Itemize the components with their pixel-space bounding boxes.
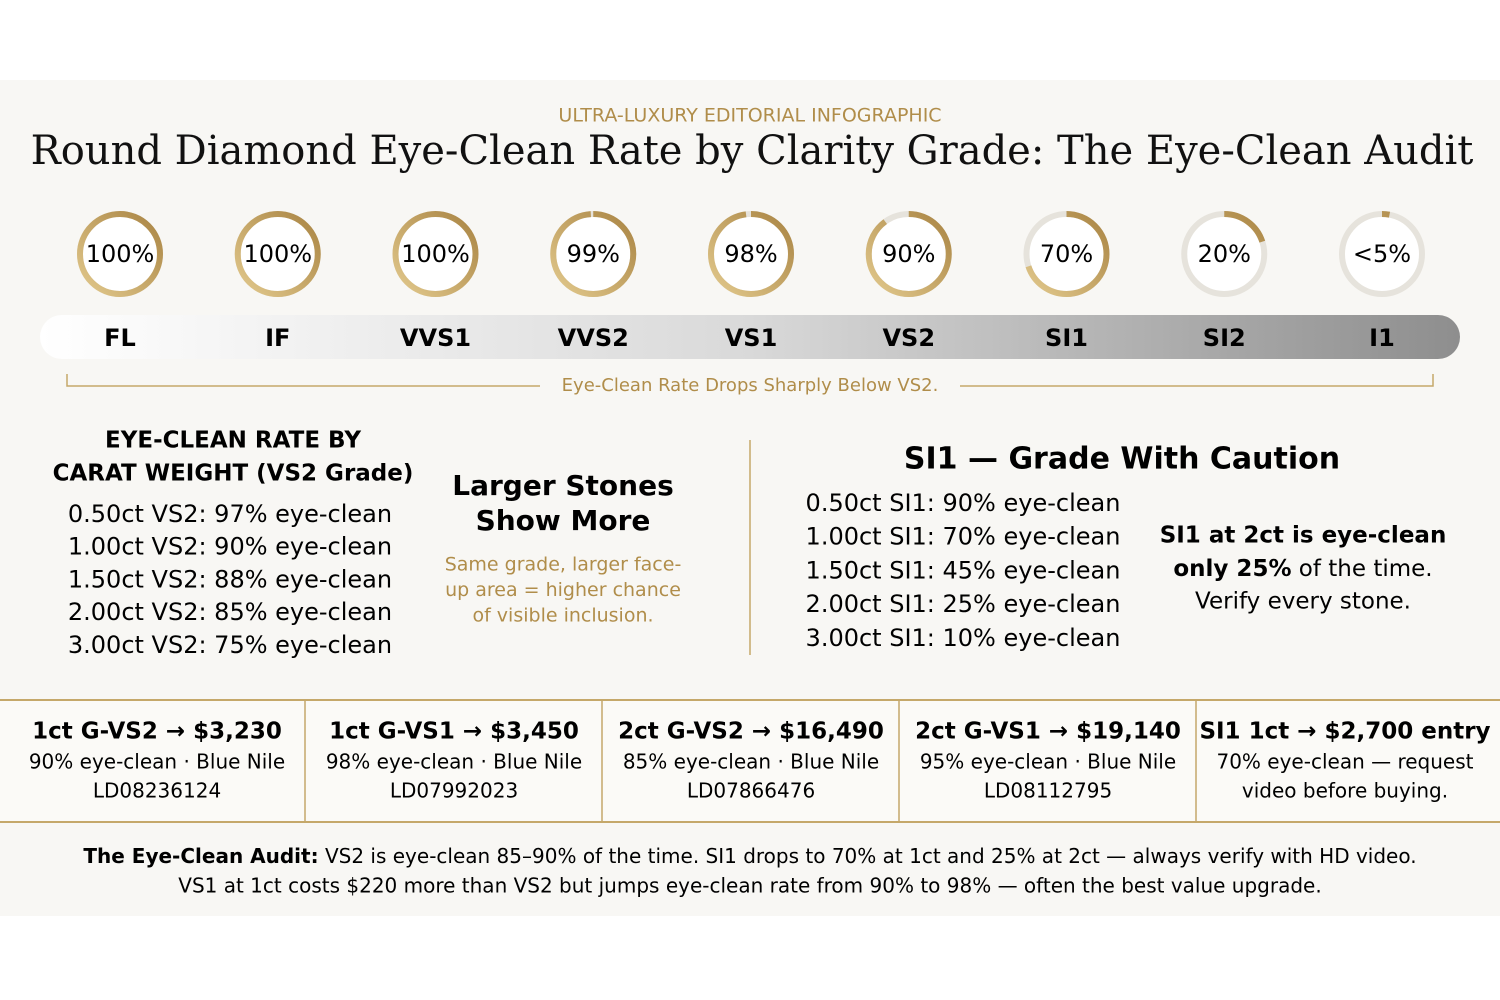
ring-arc [1023,211,1110,297]
card-line: video before buying. [1242,779,1448,803]
ring-label: 99% [567,240,620,268]
kicker: ULTRA-LUXURY EDITORIAL INFOGRAPHIC [558,105,941,127]
ring-label: 70% [1040,240,1093,268]
list-item: 1.50ct VS2: 88% eye-clean [68,565,392,593]
heading: SI1 — Grade With Caution [904,442,1340,477]
ring-arc [865,211,952,297]
callout: only 25% of the time. [1173,556,1432,582]
title: Round Diamond Eye-Clean Rate by Clarity … [31,128,1474,174]
callout-bold: only 25% [1173,556,1291,582]
list-item: 1.50ct SI1: 45% eye-clean [806,556,1121,584]
grade-label: VS2 [882,324,935,352]
bracket [66,374,1434,387]
card-line: LD07866476 [687,779,815,803]
note-line: up area = higher chance [445,579,681,601]
footer-text: VS2 is eye-clean 85–90% of the time. SI1… [319,844,1417,868]
callout-text: of the time. [1292,556,1433,582]
ring-label: 100% [86,240,155,268]
ring-label: 98% [724,240,777,268]
card-line: LD08236124 [93,779,221,803]
grade-label: VS1 [725,324,778,352]
card-line: 98% eye-clean · Blue Nile [326,750,582,774]
list-item: 2.00ct VS2: 85% eye-clean [68,598,392,626]
ring-label: 100% [401,240,470,268]
footer: VS1 at 1ct costs $220 more than VS2 but … [178,874,1321,898]
grade-label: SI2 [1203,324,1246,352]
bracket-caption: Eye-Clean Rate Drops Sharply Below VS2. [562,375,939,396]
rings: 100% FL 100% IF 100% VVS1 99% VVS2 98% VS1 90% VS2 7… [77,211,1425,352]
card-line: 85% eye-clean · Blue Nile [623,750,879,774]
card-line: 90% eye-clean · Blue Nile [29,750,285,774]
footer: The Eye-Clean Audit: VS2 is eye-clean 85… [83,844,1416,868]
card-title: 2ct G-VS1 → $19,140 [915,719,1181,745]
grade-label: FL [104,324,136,352]
ring-arc [392,211,479,297]
card-title: 1ct G-VS1 → $3,450 [329,719,579,745]
ring-arc [1181,211,1268,297]
grade-label: VVS2 [558,324,629,352]
list-item: 2.00ct SI1: 25% eye-clean [806,590,1121,618]
heading: Show More [476,504,651,537]
card-line: LD08112795 [984,779,1112,803]
cards: 1ct G-VS2 → $3,230 90% eye-clean · Blue N… [29,700,1491,822]
ring-label: <5% [1353,240,1411,268]
card-line: 70% eye-clean — request [1216,750,1473,774]
card-strip [0,700,1500,822]
heading: CARAT WEIGHT (VS2 Grade) [53,461,414,487]
list-item: 1.00ct SI1: 70% eye-clean [806,523,1121,551]
card-line: LD07992023 [390,779,518,803]
footer-bold: The Eye-Clean Audit: [83,844,318,868]
note-line: of visible inclusion. [472,605,653,627]
grade-label: SI1 [1045,324,1088,352]
card-title: 1ct G-VS2 → $3,230 [32,719,282,745]
list-item: 3.00ct SI1: 10% eye-clean [806,624,1121,652]
ring-label: 20% [1198,240,1251,268]
grade-label: I1 [1369,324,1395,352]
list-item: 1.00ct VS2: 90% eye-clean [68,533,392,561]
list: 0.50ct SI1: 90% eye-clean 1.00ct SI1: 70%… [806,489,1121,652]
ring-label: 90% [882,240,935,268]
grade-bar [40,315,1460,359]
ring-arc [708,211,794,297]
note: Same grade, larger face-up area = higher… [445,554,682,627]
card-line: 95% eye-clean · Blue Nile [920,750,1176,774]
grade-label: VVS1 [400,324,471,352]
list-item: 3.00ct VS2: 75% eye-clean [68,631,392,659]
ring-arc [550,211,637,297]
list-item: 0.50ct VS2: 97% eye-clean [68,500,392,528]
card-title: SI1 1ct → $2,700 entry [1199,719,1490,745]
list: 0.50ct VS2: 97% eye-clean 1.00ct VS2: 90%… [68,500,392,659]
grade-label: IF [265,324,290,352]
ring-arc [234,211,321,297]
ring-arc [77,211,163,297]
heading: EYE-CLEAN RATE BY [105,428,361,454]
heading: Larger Stones [452,469,674,502]
note-line: Same grade, larger face- [445,554,682,576]
list-item: 0.50ct SI1: 90% eye-clean [806,489,1121,517]
card-title: 2ct G-VS2 → $16,490 [618,719,884,745]
callout: Verify every stone. [1195,589,1411,615]
ring-label: 100% [243,240,312,268]
callout: SI1 at 2ct is eye-clean [1160,523,1447,549]
ring-arc [1339,211,1425,297]
